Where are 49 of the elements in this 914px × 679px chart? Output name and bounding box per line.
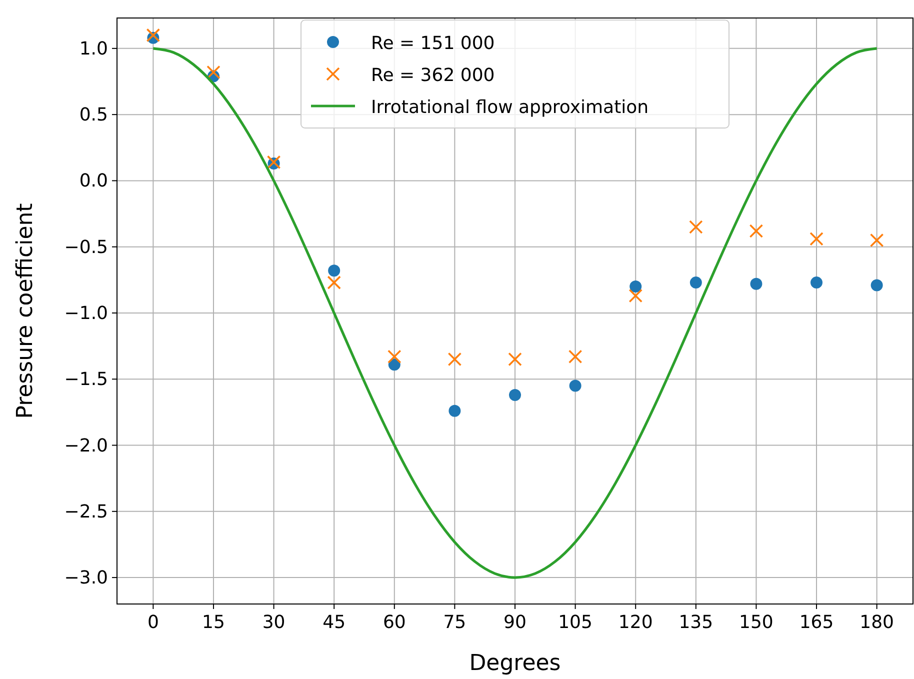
y-tick-label: −2.5 — [64, 501, 108, 522]
x-tick-label: 105 — [558, 612, 592, 633]
legend-label: Re = 362 000 — [371, 65, 495, 86]
point — [628, 288, 643, 303]
x-tick-label: 45 — [322, 612, 346, 633]
point — [569, 380, 582, 392]
point — [206, 65, 220, 80]
x-tick-label: 15 — [202, 612, 225, 633]
point — [690, 276, 702, 289]
point — [266, 155, 281, 170]
point — [630, 280, 642, 293]
x-tick-label: 0 — [147, 612, 159, 633]
point — [387, 350, 402, 364]
point — [568, 350, 582, 364]
x-tick-label: 30 — [262, 612, 286, 633]
point — [508, 352, 522, 366]
point — [749, 224, 764, 238]
y-tick-label: −1.0 — [64, 302, 108, 324]
x-tick-label: 150 — [739, 612, 774, 633]
point — [689, 220, 703, 234]
y-tick-label: −0.5 — [64, 236, 108, 258]
y-tick-label: −3.0 — [64, 568, 108, 589]
y-tick-label: 1.0 — [79, 38, 108, 60]
y-tick-label: −2.0 — [64, 435, 108, 456]
x-tick-label: 75 — [443, 612, 466, 633]
point — [448, 352, 462, 366]
legend-label: Irrotational flow approximation — [371, 97, 649, 118]
x-axis-title: Degrees — [469, 651, 561, 676]
point — [870, 233, 884, 248]
y-tick-label: −1.5 — [64, 369, 108, 390]
point — [509, 389, 521, 401]
point — [448, 404, 461, 417]
x-tick-label: 135 — [678, 612, 714, 633]
point — [810, 232, 824, 246]
y-axis-title: Pressure coefficient — [13, 202, 38, 419]
point — [870, 279, 883, 292]
x-tick-label: 180 — [860, 612, 894, 633]
legend-label: Re = 151 000 — [371, 33, 495, 54]
x-tick-label: 120 — [618, 612, 653, 633]
x-tick-label: 165 — [799, 612, 834, 633]
y-tick-label: 0.0 — [79, 170, 108, 192]
x-tick-label: 90 — [504, 612, 526, 633]
x-tick-label: 60 — [382, 612, 406, 633]
point — [328, 264, 340, 277]
point — [146, 28, 160, 42]
point — [327, 276, 341, 290]
point — [750, 278, 762, 290]
y-tick-label: 0.5 — [79, 104, 108, 126]
point — [810, 276, 823, 289]
